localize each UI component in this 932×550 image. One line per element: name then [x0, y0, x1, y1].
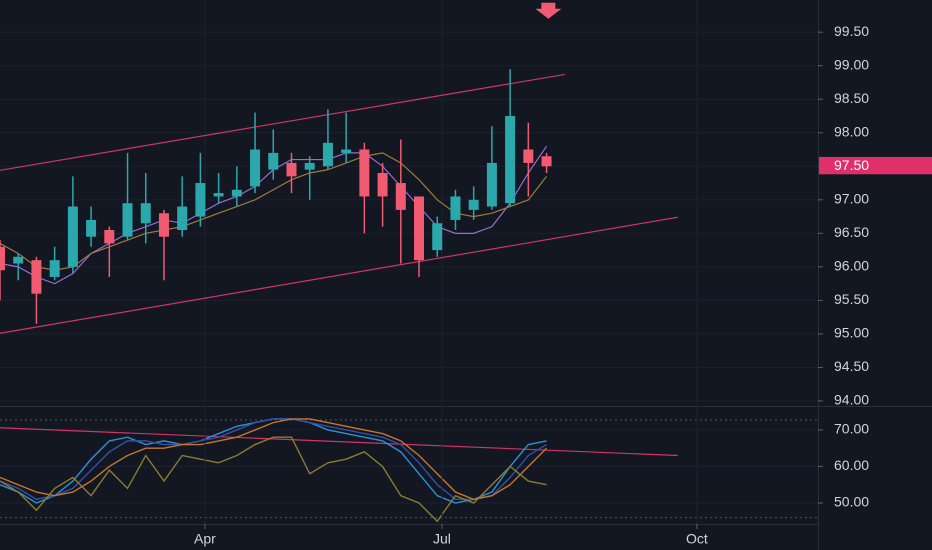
y-tick-label: 97.00	[834, 191, 869, 207]
trendline	[0, 73, 565, 171]
y-tick-label: 98.50	[834, 90, 869, 106]
candle-body	[104, 229, 115, 244]
candle-body	[268, 152, 279, 170]
y-tick-label: 70.00	[834, 421, 869, 437]
candle-body	[523, 149, 534, 163]
candle-body	[31, 260, 42, 294]
candle-body	[450, 196, 461, 220]
candle-body	[359, 149, 370, 197]
candle-body	[13, 256, 24, 264]
price-label: 97.50	[834, 157, 869, 173]
candle-body	[541, 156, 552, 167]
candle-body	[505, 116, 516, 204]
candle-body	[304, 162, 315, 170]
candle-body	[341, 149, 352, 153]
candle-body	[195, 183, 206, 217]
y-tick-label: 99.50	[834, 23, 869, 39]
candle-body	[432, 223, 443, 251]
candle-body	[468, 199, 479, 210]
y-tick-label: 94.50	[834, 358, 869, 374]
candle-body	[140, 203, 151, 224]
y-tick-label: 50.00	[834, 494, 869, 510]
y-tick-label: 96.00	[834, 258, 869, 274]
trendline	[0, 427, 678, 457]
candle-body	[322, 142, 333, 167]
price-label-box	[819, 158, 932, 175]
y-tick-label: 60.00	[834, 457, 869, 473]
trendline	[0, 216, 678, 334]
y-tick-label: 94.00	[834, 392, 869, 408]
y-tick-label: 96.50	[834, 224, 869, 240]
candle-body	[286, 162, 297, 177]
candle-body	[122, 203, 133, 237]
candle-body	[486, 162, 497, 207]
candle-body	[414, 196, 425, 261]
line-series	[0, 418, 548, 501]
candle-body	[67, 206, 78, 267]
candle-body	[49, 260, 60, 277]
candle-body	[86, 219, 97, 237]
x-tick-label: Oct	[686, 531, 708, 547]
y-tick-label: 95.00	[834, 325, 869, 341]
x-tick-label: Apr	[194, 531, 216, 547]
signal-arrow	[535, 2, 562, 19]
candle-body	[231, 189, 242, 197]
x-tick-label: Jul	[433, 531, 451, 547]
y-tick-label: 98.00	[834, 123, 869, 139]
line-series	[0, 436, 547, 523]
candle-body	[213, 193, 224, 197]
y-tick-label: 95.50	[834, 291, 869, 307]
candle-body	[377, 172, 388, 197]
candle-body	[177, 206, 188, 230]
candle-body	[250, 149, 261, 187]
candle-body	[395, 183, 406, 210]
candle-body	[0, 246, 5, 271]
line-series	[0, 418, 547, 501]
candle-body	[158, 213, 169, 237]
y-tick-label: 99.00	[834, 56, 869, 72]
